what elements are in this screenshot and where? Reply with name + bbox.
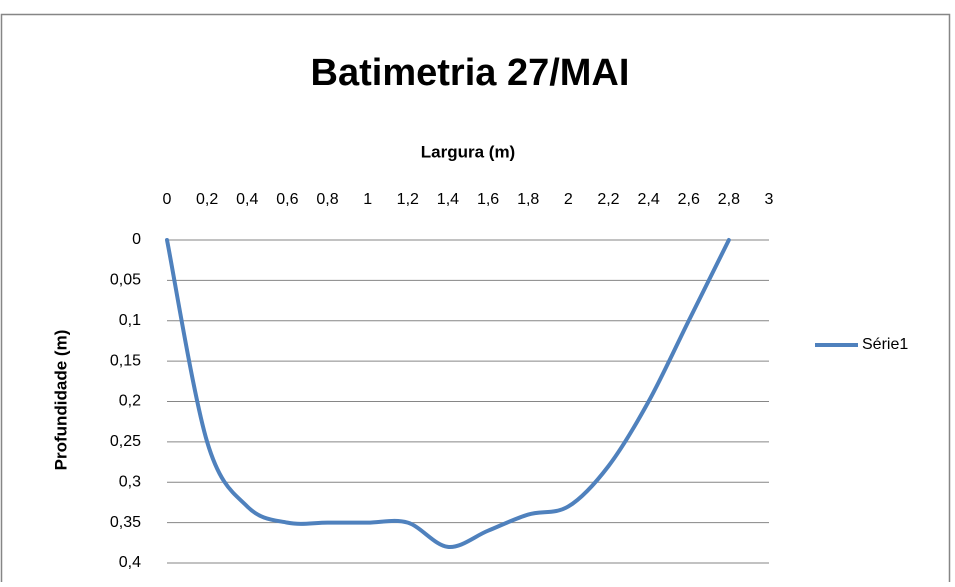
- x-tick-label: 0: [163, 191, 172, 208]
- y-tick-label: 0,25: [110, 433, 141, 450]
- x-tick-label: 2,8: [718, 191, 740, 208]
- x-tick-label: 0,4: [236, 191, 258, 208]
- x-tick-label: 1,2: [397, 191, 419, 208]
- x-tick-label: 0,6: [276, 191, 298, 208]
- y-tick-label: 0: [132, 231, 141, 248]
- x-tick-label: 1,6: [477, 191, 499, 208]
- x-tick-label: 2,6: [678, 191, 700, 208]
- y-tick-label: 0,3: [119, 473, 141, 490]
- y-tick-label: 0,05: [110, 272, 141, 289]
- legend-label: Série1: [862, 336, 908, 353]
- x-tick-label: 0,8: [316, 191, 338, 208]
- y-tick-label: 0,15: [110, 352, 141, 369]
- x-tick-label: 3: [765, 191, 774, 208]
- chart-title: Batimetria 27/MAI: [311, 52, 630, 94]
- x-tick-label: 1: [363, 191, 372, 208]
- y-tick-label: 0,1: [119, 312, 141, 329]
- x-axis-title: Largura (m): [421, 142, 515, 161]
- x-tick-label: 2: [564, 191, 573, 208]
- y-tick-label: 0,35: [110, 514, 141, 531]
- y-tick-label: 0,4: [119, 554, 141, 571]
- x-tick-label: 1,8: [517, 191, 539, 208]
- chart-border: [0, 13, 951, 582]
- x-tick-label: 1,4: [437, 191, 459, 208]
- y-tick-label: 0,2: [119, 393, 141, 410]
- x-tick-label: 0,2: [196, 191, 218, 208]
- x-tick-label: 2,2: [597, 191, 619, 208]
- x-tick-label: 2,4: [637, 191, 659, 208]
- y-axis-title: Profundidade (m): [51, 330, 70, 471]
- series-line: [165, 238, 731, 549]
